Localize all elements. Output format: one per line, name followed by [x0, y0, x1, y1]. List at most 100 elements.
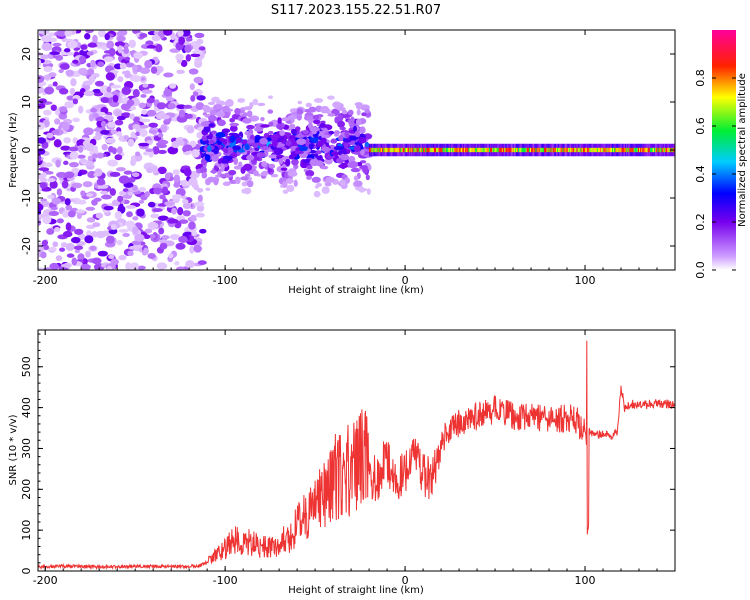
- spectrogram-cell: [151, 34, 161, 42]
- spectrogram-cell: [38, 219, 42, 226]
- spectrogram-cell: [278, 124, 284, 131]
- spectrogram-cell: [65, 204, 73, 211]
- spectrogram-cell: [64, 171, 75, 179]
- spectrogram-cell: [140, 77, 146, 81]
- spectrogram-cell: [142, 83, 149, 88]
- spectrogram-cell: [85, 143, 95, 152]
- spectrogram-cell: [80, 44, 88, 50]
- spectrogram-cell: [298, 146, 308, 152]
- spectrogram-cell: [42, 216, 52, 224]
- spectrogram-cell: [353, 180, 363, 187]
- spectrogram-cell: [407, 147, 410, 153]
- spectrogram-cell: [391, 147, 393, 153]
- spectrogram-cell: [459, 147, 461, 153]
- spectrogram-cell: [203, 140, 210, 145]
- spectrogram-cell: [132, 123, 140, 130]
- spectrogram-cell: [527, 147, 530, 153]
- spectrogram-cell: [353, 175, 359, 181]
- spectrogram-cell: [353, 145, 361, 152]
- spectrogram-cell: [324, 182, 332, 187]
- snr-panel: -200 -100 0 100 0 100 200 300 400 500 Height of …: [8, 329, 676, 596]
- spectrogram-cell: [197, 187, 204, 193]
- snr-y-tick-label: 500: [20, 356, 33, 377]
- spectrogram-cell: [385, 147, 387, 153]
- spectrogram-cell: [188, 221, 196, 230]
- spectrogram-cell: [339, 179, 346, 186]
- spectrogram-cell: [62, 230, 73, 238]
- spectrogram-cell: [358, 188, 365, 193]
- spectrogram-cell: [114, 110, 122, 117]
- spectrogram-cell: [149, 234, 156, 239]
- spectrogram-cell: [79, 158, 88, 163]
- spectrogram-cell: [39, 182, 47, 189]
- spectrogram-cell: [38, 85, 44, 94]
- spectrogram-cell: [566, 147, 568, 153]
- spectrogram-cell: [418, 147, 420, 153]
- spectrogram-cell: [175, 242, 186, 250]
- spectrogram-cell: [95, 116, 105, 122]
- spectrogram-cell: [197, 194, 203, 203]
- spectrogram-cell: [396, 147, 398, 153]
- spectrogram-cell: [97, 61, 105, 68]
- spectrogram-cell: [253, 170, 259, 177]
- spectrogram-cell: [639, 147, 641, 153]
- spectrogram-cell: [577, 147, 579, 153]
- spectrogram-cell: [55, 159, 61, 168]
- spectrogram-cell: [464, 147, 466, 153]
- spectrogram-cell: [574, 147, 576, 153]
- spectrogram-cell: [663, 147, 666, 153]
- spectrogram-cell: [306, 115, 315, 121]
- spectrogram-cell: [200, 166, 208, 174]
- spectrogram-cell: [380, 147, 383, 153]
- spectrogram-cell: [71, 182, 83, 189]
- spectrogram-cell: [399, 147, 401, 153]
- spectrogram-cell: [350, 167, 361, 173]
- spectrogram-cell: [617, 147, 619, 153]
- spectrogram-cell: [220, 158, 229, 164]
- spectrogram-cell: [156, 112, 166, 120]
- spectrogram-cell: [67, 210, 76, 218]
- spectrogram-cell: [586, 147, 588, 153]
- spectrogram-cell: [333, 145, 344, 151]
- spectrogram-cell: [482, 147, 484, 153]
- spectrogram-cell: [344, 177, 351, 184]
- spectrogram-cell: [267, 109, 274, 114]
- spectrogram-cell: [65, 242, 75, 252]
- spectrogram-cell: [260, 124, 270, 128]
- spectrogram-cell: [38, 153, 42, 163]
- spectrogram-cell: [135, 151, 141, 157]
- spectrogram-cell: [424, 147, 426, 153]
- spectrogram-cell: [455, 147, 457, 153]
- spectrogram-cell: [125, 205, 136, 209]
- spectrogram-cell: [590, 147, 592, 153]
- spectrogram-cell: [99, 85, 109, 94]
- spectrogram-cell: [105, 235, 115, 244]
- colorbar-gradient: [712, 30, 736, 270]
- spectrogram-cell: [540, 147, 542, 153]
- spectrogram-cell: [79, 49, 90, 56]
- spectrogram-cell: [342, 138, 352, 143]
- spectrogram-cell: [103, 205, 114, 211]
- spectrogram-cell: [632, 147, 634, 153]
- spectrogram-cell: [213, 148, 219, 155]
- spectrogram-cell: [660, 147, 662, 153]
- spectrogram-cell: [645, 147, 647, 153]
- spectrogram-cell: [364, 108, 371, 114]
- spectrogram-cell: [156, 143, 167, 149]
- spectrogram-cell: [110, 258, 119, 266]
- snr-y-axis-label: SNR (10 * v/v): [8, 414, 19, 485]
- spectrogram-cell: [377, 147, 379, 153]
- spectrogram-cell: [404, 147, 406, 153]
- spectrogram-cell: [136, 208, 145, 217]
- spectrogram-cell: [562, 147, 564, 153]
- spectrogram-cell: [229, 125, 238, 132]
- spectrogram-cell: [208, 115, 218, 122]
- spectrogram-cell: [493, 147, 495, 153]
- spectrogram-cell: [39, 30, 50, 35]
- spectrogram-cell: [58, 68, 64, 73]
- spectrogram-cell: [567, 147, 569, 153]
- spectrogram-cell: [241, 188, 246, 194]
- spectrogram-cell: [619, 147, 621, 153]
- spectrogram-cell: [642, 147, 644, 153]
